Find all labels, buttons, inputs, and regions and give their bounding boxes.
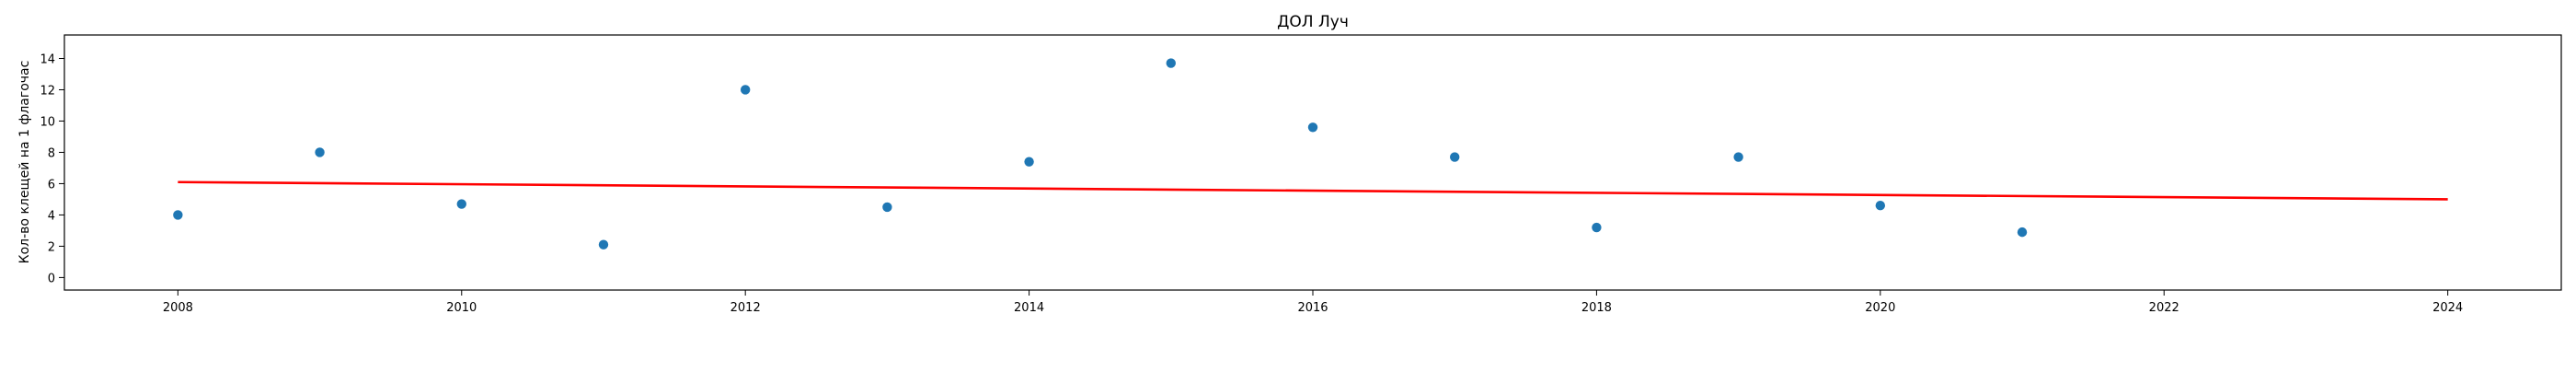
y-tick-label: 2 <box>48 240 55 254</box>
data-point <box>315 147 325 157</box>
data-point <box>1592 222 1602 233</box>
x-tick-label: 2024 <box>2432 301 2463 315</box>
data-point <box>2017 227 2028 238</box>
y-tick-label: 0 <box>48 272 55 285</box>
data-point <box>1875 201 1886 211</box>
trend-line <box>178 180 2448 201</box>
y-tick-label: 6 <box>48 178 55 192</box>
x-tick-label: 2018 <box>1581 301 1612 315</box>
ticks-layer: 2008 2010 2012 2014 2016 2018 2020 2022 2024 0 2 4 6… <box>40 52 2463 315</box>
data-point <box>740 85 751 95</box>
data-point <box>882 202 892 213</box>
chart-title: ДОЛ Луч <box>1277 13 1349 31</box>
x-tick-label: 2010 <box>446 301 477 315</box>
data-point <box>1166 58 1176 68</box>
axes-frame <box>63 34 2562 291</box>
x-tick-label: 2012 <box>730 301 761 315</box>
data-point <box>598 239 609 250</box>
x-tick-label: 2020 <box>1865 301 1895 315</box>
x-tick-label: 2022 <box>2149 301 2179 315</box>
y-tick-label: 8 <box>48 146 55 160</box>
data-point <box>1450 152 1460 162</box>
data-point <box>1733 152 1743 162</box>
y-axis-label: Кол-во клещей на 1 флагочас <box>17 61 32 264</box>
x-tick-label: 2014 <box>1014 301 1044 315</box>
y-tick-label: 4 <box>48 209 55 223</box>
y-tick-label: 10 <box>40 115 55 129</box>
plot-area <box>173 58 2448 250</box>
data-point <box>173 210 183 220</box>
x-tick-label: 2016 <box>1297 301 1328 315</box>
data-point <box>1307 122 1318 133</box>
data-point <box>1024 157 1034 167</box>
y-tick-label: 12 <box>40 84 55 98</box>
y-tick-label: 14 <box>40 52 55 66</box>
data-point <box>456 199 466 209</box>
x-tick-label: 2008 <box>163 301 193 315</box>
